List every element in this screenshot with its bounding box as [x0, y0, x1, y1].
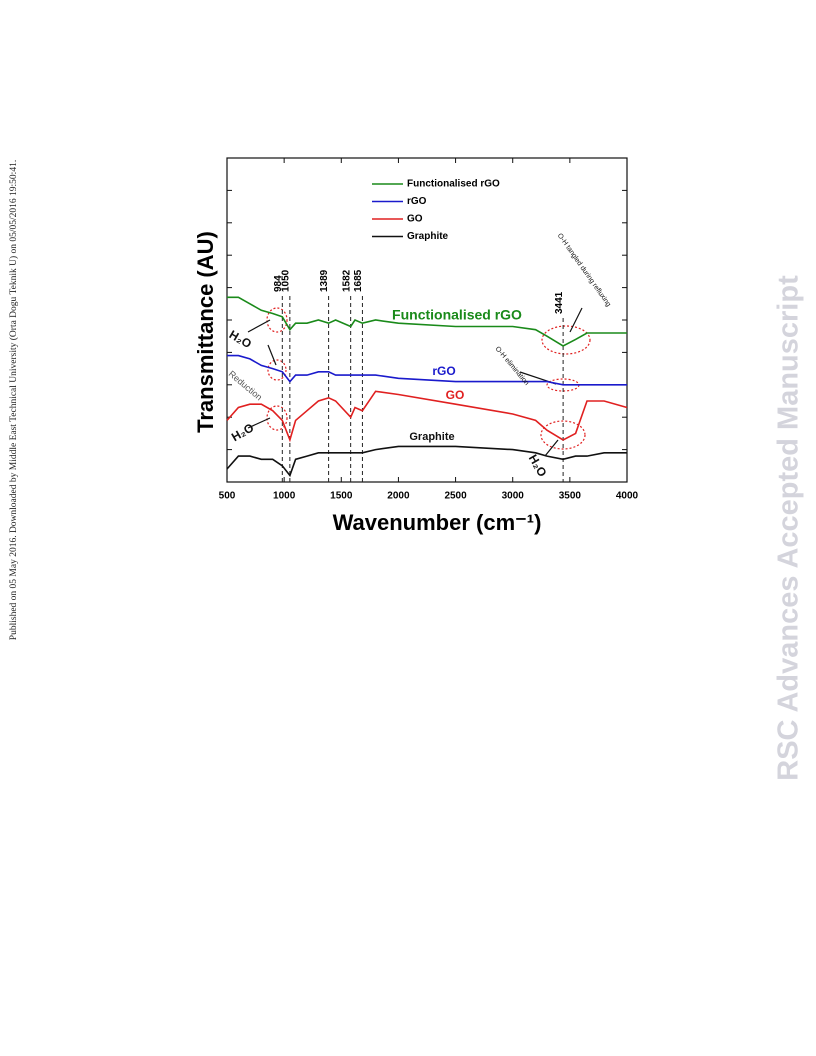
series-line: [227, 354, 627, 386]
legend-label: Graphite: [407, 231, 449, 242]
series-label: Functionalised rGO: [392, 307, 522, 323]
legend-label: rGO: [407, 196, 427, 207]
side-note: Published on 05 May 2016. Downloaded by …: [8, 160, 19, 640]
series-line: [226, 445, 627, 478]
series-line: [226, 390, 628, 443]
series-line: [227, 296, 627, 347]
x-tick-label: 3500: [559, 491, 582, 502]
peak-label: 1050: [280, 269, 291, 292]
annotation: Reduction: [227, 369, 264, 403]
series-label: GO: [446, 388, 465, 402]
peak-label: 1389: [319, 269, 330, 292]
arrows: [247, 307, 583, 457]
x-tick-label: 2000: [387, 491, 410, 502]
x-tick-label: 1000: [273, 491, 296, 502]
x-tick-label: 4000: [616, 491, 639, 502]
peak-label: 1685: [353, 269, 364, 292]
annotation: O-H elimination: [494, 345, 530, 387]
legend-label: Functionalised rGO: [407, 179, 500, 190]
highlight-ellipses: [266, 307, 591, 450]
peak-label: 3441: [554, 291, 565, 314]
series-label: rGO: [432, 364, 455, 378]
peak-label: 984: [273, 275, 284, 292]
x-tick-label: 2500: [444, 491, 467, 502]
y-axis-title: Transmittance (AU): [193, 231, 218, 433]
x-tick-label: 1500: [330, 491, 353, 502]
x-tick-label: 3000: [502, 491, 525, 502]
legend-label: GO: [407, 214, 423, 225]
watermark: RSC Advances Accepted Manuscript: [773, 275, 805, 781]
x-axis-title: Wavenumber (cm⁻¹): [333, 510, 542, 535]
x-tick-label: 500: [219, 491, 236, 502]
annotation: H₂O: [229, 420, 256, 444]
peak-label: 1582: [341, 269, 352, 292]
series-label: Graphite: [409, 431, 454, 443]
